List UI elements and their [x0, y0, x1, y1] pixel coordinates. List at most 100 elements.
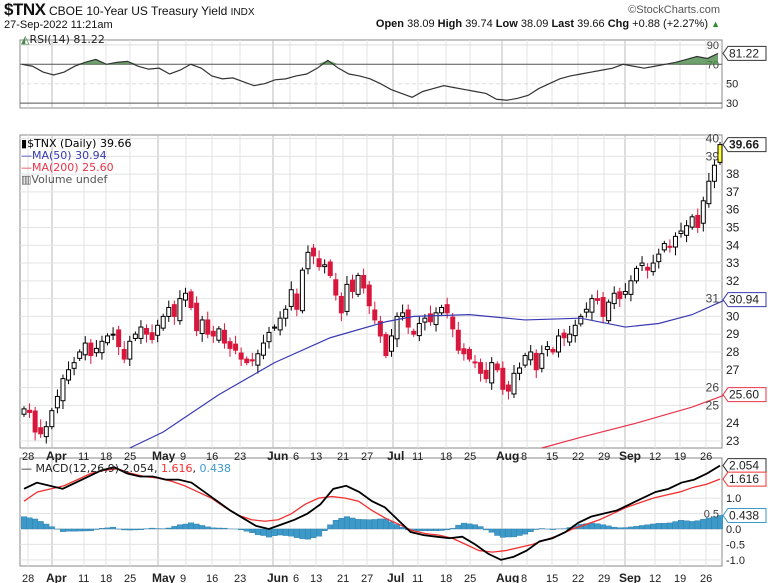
candle-body	[561, 332, 567, 339]
macd-histogram-bar	[349, 517, 356, 530]
candle-body	[143, 327, 149, 335]
macd-histogram-bar	[126, 528, 133, 531]
x-tick-label: 27	[361, 451, 373, 463]
rsi-last-label-box	[722, 45, 767, 61]
x-tick-label: 29	[598, 451, 610, 463]
candle-body	[672, 235, 678, 248]
macd-histogram-bar	[616, 527, 623, 530]
x-tick-label: 9	[180, 451, 186, 463]
x-tick-label: 21	[337, 573, 349, 583]
x-tick-label: 12	[649, 573, 661, 583]
price-last-label: 39.66	[729, 138, 759, 152]
macd-histogram-bar	[678, 520, 685, 530]
candle-body	[260, 342, 266, 356]
ohlc-summary: Open 38.09 High 39.74 Low 38.09 Last 39.…	[376, 18, 720, 30]
candle-body	[182, 292, 188, 301]
macd-histogram-bar	[176, 524, 183, 530]
x-tick-label: Aug	[496, 449, 519, 463]
candle-body	[416, 323, 422, 337]
macd-histogram-bar	[266, 528, 272, 538]
macd-histogram-bar	[332, 520, 339, 530]
macd-histogram-bar	[59, 528, 66, 532]
macd-histogram-bar	[137, 528, 144, 530]
candle-body	[311, 247, 317, 257]
macd-histogram-bar	[87, 528, 94, 532]
ma200-last-label: 25.60	[729, 388, 759, 402]
candle-body	[606, 301, 612, 322]
low-label: Low	[495, 18, 518, 30]
candle-body	[422, 317, 428, 323]
macd-histogram-bar	[472, 524, 478, 530]
macd-histogram-bar	[460, 522, 467, 530]
candle-body	[238, 352, 244, 360]
macd-histogram-bar	[110, 526, 117, 530]
macd-histogram-bar	[483, 528, 490, 531]
candle-body	[88, 342, 94, 357]
ma50-last-label-box	[722, 292, 767, 308]
macd-tick-label: 0.0	[726, 524, 741, 536]
candle-body	[194, 302, 200, 332]
candle-body	[110, 333, 116, 336]
candle-body	[517, 367, 523, 374]
x-tick-label: 28	[22, 573, 34, 583]
x-tick-label: 19	[674, 451, 686, 463]
chg-value: +0.88 (+2.27%)	[632, 18, 709, 30]
candle-body	[444, 304, 450, 314]
candle-body	[427, 313, 433, 323]
price-tick-label: 38	[726, 167, 740, 181]
candle-body	[316, 258, 322, 268]
macd-histogram-bar	[243, 528, 250, 532]
x-tick-label: 29	[598, 573, 610, 583]
macd-histogram-bar	[204, 526, 211, 530]
candle-body	[361, 274, 367, 289]
x-tick-label: 25	[124, 451, 136, 463]
x-tick-label: 6	[293, 573, 299, 583]
x-tick-label: 26	[700, 451, 712, 463]
x-tick-label: 15	[546, 573, 558, 583]
macd-histogram-bar	[171, 526, 178, 530]
macd-histogram-bar	[82, 528, 89, 532]
legend-ma50: —MA(50) 30.94	[21, 149, 107, 162]
candle-body	[221, 329, 227, 344]
candle-body	[483, 369, 489, 380]
macd-histogram-bar	[321, 528, 328, 531]
hist-last-label-box	[722, 507, 767, 523]
candle-body	[695, 214, 701, 228]
macd-histogram-bar	[689, 521, 696, 530]
macd-histogram-bar	[527, 528, 534, 533]
macd-histogram-bar	[238, 528, 245, 531]
macd-histogram-bar	[65, 528, 72, 532]
site-credit[interactable]: ©StockCharts.com	[628, 4, 720, 16]
last-value: 39.66	[577, 18, 605, 30]
macd-histogram-bar	[343, 516, 350, 530]
x-tick-label: Apr	[46, 571, 67, 583]
x-tick-label: 19	[674, 573, 686, 583]
price-tick-label: 24	[726, 416, 740, 430]
signal-last-label: 1.616	[729, 472, 759, 486]
candle-body	[38, 427, 44, 435]
candle-body	[166, 307, 172, 317]
macd-tick-label: 0.5	[704, 509, 719, 521]
candle-icon: ▮	[21, 137, 28, 150]
candle-body	[650, 262, 656, 273]
candle-body	[533, 352, 539, 371]
candle-body	[160, 315, 166, 329]
macd-histogram-bar	[416, 528, 423, 532]
candle-body	[411, 330, 417, 335]
macd-histogram-bar	[288, 528, 295, 537]
candle-body	[478, 362, 484, 374]
candle-body	[405, 309, 411, 328]
candle-body	[21, 408, 27, 415]
description: CBOE 10-Year US Treasury Yield INDX	[49, 4, 255, 18]
price-tick-label: 30	[726, 309, 740, 323]
macd-histogram-bar	[611, 526, 618, 530]
price-tick-label: 39	[706, 149, 720, 163]
macd-histogram-bar	[271, 528, 278, 536]
candle-body	[589, 298, 595, 313]
candle-body	[322, 264, 328, 268]
low-value: 38.09	[520, 18, 549, 30]
candle-body	[611, 292, 617, 305]
macd-histogram-bar	[466, 523, 473, 530]
